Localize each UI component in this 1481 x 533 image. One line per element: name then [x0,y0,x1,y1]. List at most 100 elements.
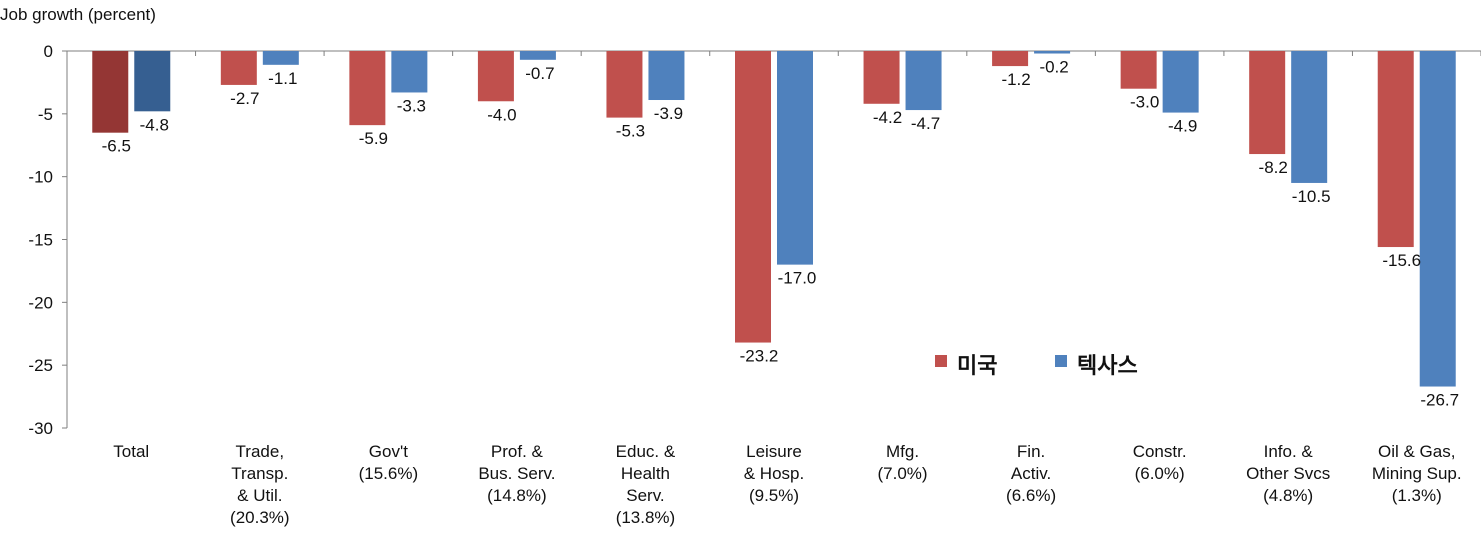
bar [134,51,171,112]
category-label-line: (6.0%) [1135,464,1185,483]
bar [92,51,129,133]
category-label: Educ. & Health Serv. (13.8%) [616,442,676,527]
y-axis-title: Job growth (percent) [0,5,156,24]
bar [262,51,299,65]
data-label: -8.2 [1259,158,1288,177]
category-label-line: Mfg. [886,442,919,461]
category-label: Mfg. (7.0%) [878,442,928,483]
data-label: -5.3 [616,122,645,141]
category-label: Leisure & Hosp. (9.5%) [744,442,804,505]
data-label: -2.7 [230,89,259,108]
legend-label: 미국 [957,353,997,378]
y-tick-label: -10 [28,168,53,187]
category-label-line: & Util. [237,486,282,505]
category-label-line: Prof. & [491,442,544,461]
category-label-line: Trade, [236,442,285,461]
category-label: Info. & Other Svcs (4.8%) [1246,442,1330,505]
data-label: -0.2 [1039,58,1068,77]
data-label: -1.2 [1001,70,1030,89]
bar [1291,51,1328,183]
data-label: -26.7 [1420,391,1459,410]
category-label-line: (20.3%) [230,508,290,527]
bar [735,51,771,343]
legend-swatch [1055,355,1067,367]
category-label-line: Bus. Serv. [478,464,555,483]
category-label-line: Constr. [1133,442,1187,461]
y-tick-label: -5 [38,105,53,124]
data-label: -3.3 [397,96,426,115]
data-label: -4.7 [911,114,940,133]
data-label: -3.0 [1130,93,1159,112]
y-tick-label: -20 [28,293,53,312]
data-label: -1.1 [268,69,297,88]
category-label-line: Leisure [746,442,802,461]
category-labels: Total Trade, Transp. & Util. (20.3%) Gov't (15… [113,442,1461,527]
bar [519,51,556,60]
bar [1249,51,1286,155]
bar [349,51,386,126]
category-label-line: & Hosp. [744,464,804,483]
category-label: Constr. (6.0%) [1133,442,1187,483]
category-label-line: Educ. & [616,442,676,461]
bars [92,51,1456,387]
bar [1034,51,1071,54]
category-label-line: (7.0%) [878,464,928,483]
bar [905,51,942,111]
bar [477,51,514,102]
category-label-line: (9.5%) [749,486,799,505]
data-label: -3.9 [654,104,683,123]
data-label: -0.7 [525,64,554,83]
data-label: -15.6 [1382,251,1421,270]
bar [1377,51,1414,248]
bar [220,51,257,85]
data-label: -23.2 [740,347,779,366]
category-label-line: Serv. [626,486,664,505]
category-label-line: Total [113,442,149,461]
legend-swatch [935,355,947,367]
legend: 미국 텍사스 [935,353,1138,378]
category-label: Gov't (15.6%) [359,442,419,483]
category-label-line: (4.8%) [1263,486,1313,505]
axes: 0 -5 -10 -15 -20 -25 -30 [28,42,1481,438]
category-label-line: Mining Sup. [1372,464,1462,483]
y-tick-label: -15 [28,231,53,250]
category-label-line: Other Svcs [1246,464,1330,483]
category-label-line: Activ. [1011,464,1051,483]
category-label-line: Transp. [231,464,288,483]
category-label-line: Fin. [1017,442,1045,461]
y-tick-label: 0 [44,42,53,61]
data-label: -10.5 [1292,187,1331,206]
bar [391,51,428,93]
category-label: Oil & Gas, Mining Sup. (1.3%) [1372,442,1462,505]
category-label-line: (15.6%) [359,464,419,483]
data-label: -6.5 [102,137,131,156]
category-label-line: Oil & Gas, [1378,442,1455,461]
y-tick-label: -25 [28,356,53,375]
category-label: Prof. & Bus. Serv. (14.8%) [478,442,555,505]
data-label: -4.9 [1168,117,1197,136]
bar [1419,51,1456,387]
data-label: -5.9 [359,129,388,148]
category-label-line: (14.8%) [487,486,547,505]
data-label: -4.8 [140,115,169,134]
y-tick-label: -30 [28,419,53,438]
legend-label: 텍사스 [1077,353,1138,378]
data-label: -17.0 [778,269,817,288]
data-label: -4.0 [487,105,516,124]
data-labels: -6.5 -4.8 -2.7 -1.1 -5.9 -3.3 -4.0 -0.7 -5.3 -3.9… [102,58,1459,410]
bar [1162,51,1199,113]
data-label: -4.2 [873,108,902,127]
category-label: Fin. Activ. (6.6%) [1006,442,1056,505]
category-label-line: (1.3%) [1392,486,1442,505]
bar [1120,51,1157,89]
category-label-line: Gov't [369,442,408,461]
category-label-line: (13.8%) [616,508,676,527]
category-label: Total [113,442,149,461]
bar [777,51,813,265]
category-label: Trade, Transp. & Util. (20.3%) [230,442,290,527]
category-label-line: Health [621,464,670,483]
category-label-line: Info. & [1264,442,1314,461]
bar [992,51,1029,67]
